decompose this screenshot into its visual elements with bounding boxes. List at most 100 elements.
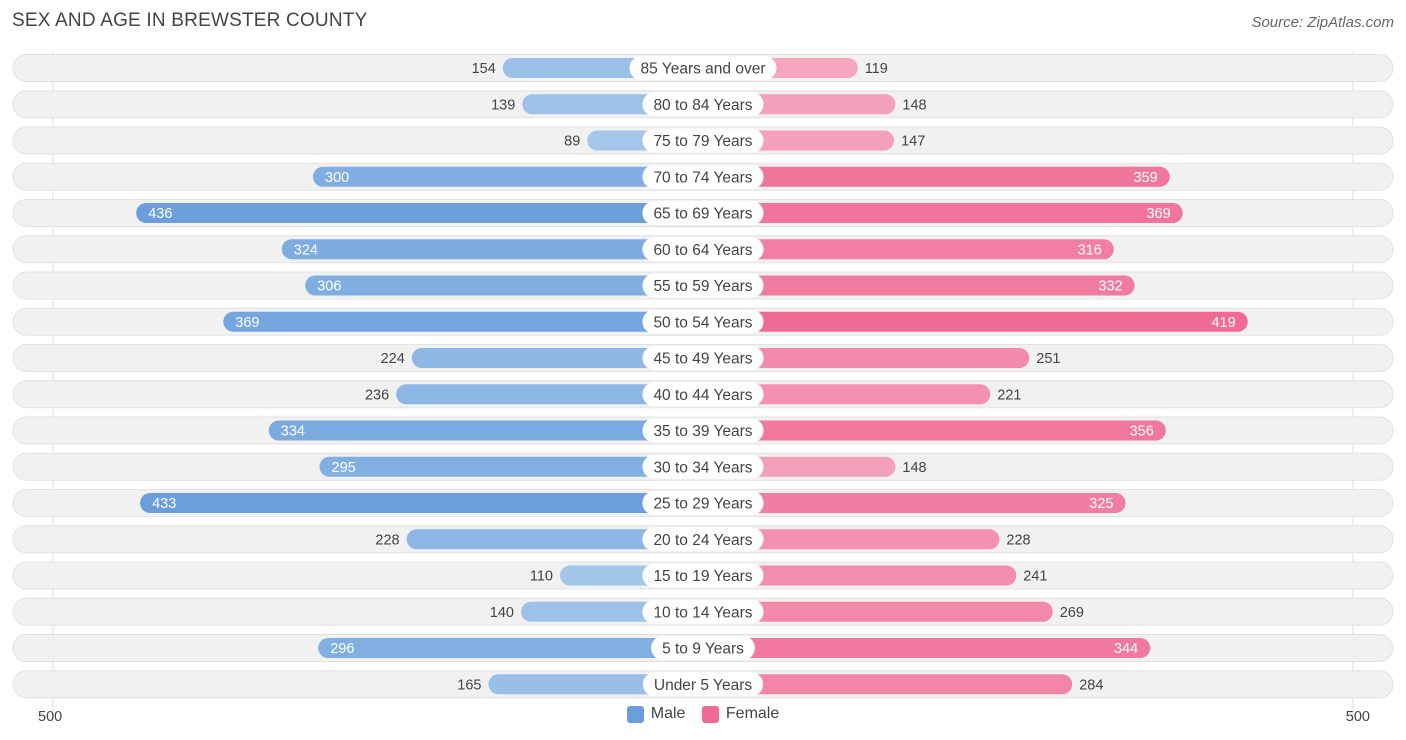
bar-male — [411, 348, 703, 368]
category-label-pill — [642, 309, 764, 334]
value-label-female: 316 — [1078, 242, 1102, 258]
category-label-pill — [642, 672, 764, 697]
legend-item-male: Male — [626, 705, 686, 723]
value-label-male: 295 — [332, 460, 356, 476]
bar-female — [703, 638, 1151, 658]
value-label-female: 325 — [1089, 496, 1113, 512]
value-label-male: 89 — [564, 134, 580, 150]
category-label-pill — [642, 201, 764, 225]
bar-female — [703, 493, 1126, 513]
category-label-pill — [642, 164, 764, 189]
value-label-female: 251 — [1036, 351, 1060, 367]
value-label-female: 369 — [1146, 206, 1170, 222]
bar-female — [703, 311, 1248, 332]
bar-female — [703, 203, 1183, 223]
bar-male — [268, 420, 703, 441]
category-label: 5 to 9 Years — [662, 641, 744, 658]
source-note: Source: ZipAtlas.com — [1251, 14, 1394, 31]
category-label: 10 to 14 Years — [653, 604, 752, 621]
category-label-pill — [642, 346, 764, 370]
category-label: 30 to 34 Years — [653, 459, 752, 476]
legend-label-female: Female — [725, 705, 780, 722]
x-axis-tick-left: 500 — [38, 709, 62, 725]
bar-female — [703, 166, 1170, 187]
category-label: 85 Years and over — [641, 61, 766, 78]
value-label-female: 241 — [1023, 569, 1047, 585]
legend-item-female: Female — [701, 705, 780, 723]
category-label-pill — [642, 599, 764, 624]
value-label-female: 148 — [902, 97, 926, 113]
bar-female — [703, 384, 991, 405]
bar-female — [703, 275, 1135, 296]
category-label: 35 to 39 Years — [653, 423, 752, 440]
category-label-pill — [642, 382, 764, 407]
bar-female — [703, 601, 1053, 622]
bar-female — [703, 674, 1073, 695]
category-label: 40 to 44 Years — [653, 387, 752, 404]
bar-female — [703, 239, 1114, 260]
category-label-pill — [642, 563, 764, 588]
legend-swatch-male — [626, 705, 644, 723]
value-label-female: 359 — [1133, 170, 1157, 186]
category-label: 65 to 69 Years — [653, 206, 752, 223]
bar-male — [305, 275, 703, 296]
value-label-male: 324 — [294, 242, 318, 258]
value-label-female: 147 — [901, 134, 925, 150]
bar-male — [281, 239, 703, 260]
bar-male — [318, 638, 703, 658]
value-label-male: 228 — [375, 532, 399, 548]
value-label-male: 306 — [317, 279, 341, 295]
value-label-female: 228 — [1006, 532, 1030, 548]
value-label-female: 356 — [1130, 424, 1154, 440]
category-label: 15 to 19 Years — [653, 568, 752, 585]
bar-male — [136, 203, 703, 223]
value-label-male: 369 — [235, 315, 259, 331]
category-label-pill — [651, 636, 755, 660]
legend-swatch-female — [701, 705, 719, 723]
bar-female — [703, 348, 1030, 368]
value-label-female: 284 — [1079, 677, 1103, 693]
value-label-male: 334 — [281, 424, 305, 440]
category-label: 60 to 64 Years — [653, 242, 752, 259]
value-label-male: 139 — [491, 97, 515, 113]
category-label: 80 to 84 Years — [653, 97, 752, 114]
value-label-female: 332 — [1098, 279, 1122, 295]
category-label: 55 to 59 Years — [653, 278, 752, 295]
value-label-male: 436 — [148, 206, 172, 222]
value-label-male: 433 — [152, 496, 176, 512]
bar-male — [396, 384, 703, 405]
category-label-pill — [642, 527, 764, 552]
value-label-male: 165 — [457, 677, 481, 693]
bar-male — [319, 456, 703, 477]
bar-female — [703, 529, 1000, 550]
bar-female — [703, 420, 1166, 441]
category-label: 25 to 29 Years — [653, 496, 752, 513]
category-label-pill — [642, 454, 764, 479]
value-label-female: 269 — [1060, 605, 1084, 621]
value-label-female: 148 — [902, 460, 926, 476]
category-label: 70 to 74 Years — [653, 169, 752, 186]
bar-female — [703, 565, 1017, 586]
value-label-male: 154 — [472, 61, 496, 77]
chart-title: SEX AND AGE IN BREWSTER COUNTY — [12, 10, 368, 31]
category-label: Under 5 Years — [654, 677, 752, 694]
value-label-female: 419 — [1211, 315, 1235, 331]
legend-label-male: Male — [650, 705, 686, 722]
value-label-male: 296 — [330, 641, 354, 657]
legend: Male Female — [0, 705, 1406, 728]
category-label: 75 to 79 Years — [653, 133, 752, 150]
value-label-male: 110 — [530, 569, 553, 585]
x-axis-tick-right: 500 — [1346, 709, 1370, 725]
category-label-pill — [642, 491, 764, 515]
bar-male — [406, 529, 703, 550]
category-label-pill — [642, 237, 764, 262]
value-label-male: 224 — [381, 351, 405, 367]
category-label: 20 to 24 Years — [653, 532, 752, 549]
value-label-female: 221 — [997, 387, 1021, 403]
value-label-male: 300 — [325, 170, 349, 186]
category-label-pill — [642, 418, 764, 443]
value-label-male: 236 — [365, 387, 389, 403]
category-label-pill — [642, 273, 764, 298]
bar-male — [223, 311, 704, 332]
